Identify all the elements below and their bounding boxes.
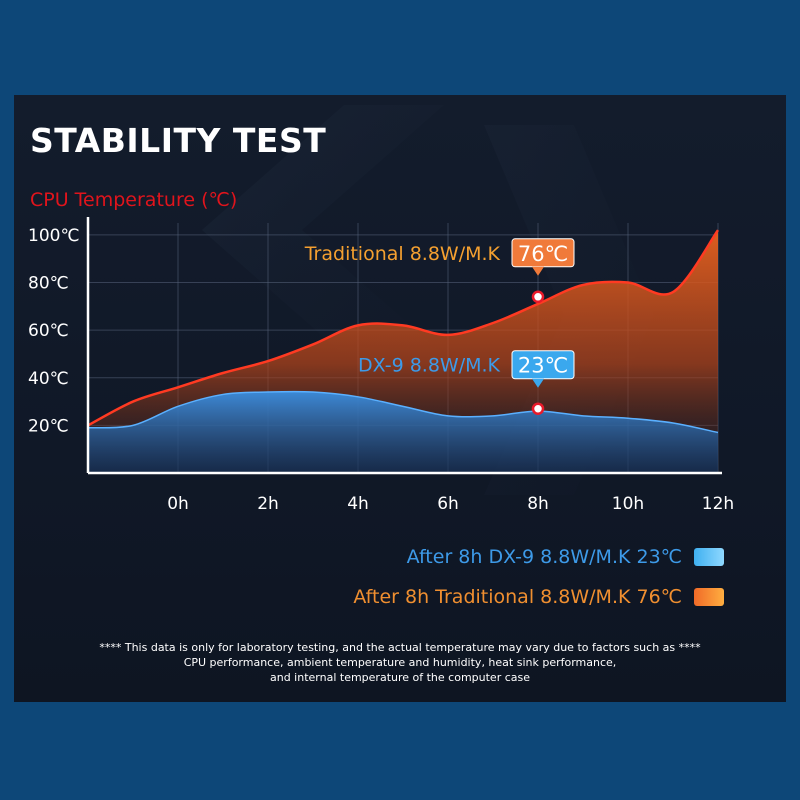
series-line-traditional [87, 229, 720, 427]
legend-item-traditional: After 8h Traditional 8.8W/M.K 76℃ [353, 586, 724, 608]
chart-title: STABILITY TEST [30, 121, 327, 160]
callout-pointer-traditional [532, 266, 544, 276]
decor-chevron-left [202, 105, 444, 355]
callout-pointer-dx9 [532, 378, 544, 388]
legend-swatch-traditional [694, 588, 724, 606]
x-tick-label: 4h [347, 494, 369, 514]
x-tick-label: 0h [167, 494, 189, 514]
callout-badge-text-dx9: 23℃ [518, 354, 568, 378]
disclaimer-line: **** This data is only for laboratory te… [99, 641, 701, 654]
disclaimer: **** This data is only for laboratory te… [74, 640, 726, 685]
y-tick-label: 80℃ [28, 274, 69, 294]
callout-badge-traditional [511, 238, 575, 268]
x-tick-label: 6h [437, 494, 459, 514]
y-axis-ticks: 100℃ 80℃ 60℃ 40℃ 20℃ [28, 226, 80, 436]
chart-axes [86, 217, 722, 475]
callout-badge-text-traditional: 76℃ [518, 242, 568, 266]
marker-traditional [531, 290, 545, 304]
x-tick-label: 8h [527, 494, 549, 514]
stability-test-panel: 100℃ 80℃ 60℃ 40℃ 20℃ 0h 2h 4h 6h 8h 10h 12h Tradit… [14, 95, 786, 702]
x-tick-label: 2h [257, 494, 279, 514]
legend-label-dx9: After 8h DX-9 8.8W/M.K 23℃ [406, 546, 682, 568]
legend-item-dx9: After 8h DX-9 8.8W/M.K 23℃ [407, 546, 724, 568]
disclaimer-line: and internal temperature of the computer… [269, 671, 530, 684]
x-tick-label: 12h [702, 494, 734, 514]
marker-dx9 [531, 402, 545, 415]
x-axis-ticks: 0h 2h 4h 6h 8h 10h 12h [167, 494, 734, 514]
y-tick-label: 100℃ [28, 226, 80, 246]
series-area-dx9 [88, 391, 718, 473]
series-line-dx9 [87, 390, 719, 434]
callout-label-traditional: Traditional 8.8W/M.K [304, 243, 501, 265]
legend-swatch-dx9 [694, 548, 724, 566]
y-tick-label: 60℃ [28, 321, 69, 341]
chart-areas [87, 229, 720, 473]
disclaimer-line: CPU performance, ambient temperature and… [183, 656, 617, 669]
y-axis-label: CPU Temperature (℃) [30, 189, 238, 211]
chart-callouts: Traditional 8.8W/M.K 76℃ DX-9 8.8W/M.K 23℃ [304, 238, 575, 415]
y-tick-label: 40℃ [28, 369, 69, 389]
callout-label-dx9: DX-9 8.8W/M.K [358, 355, 501, 377]
y-tick-label: 20℃ [28, 416, 69, 436]
legend-label-traditional: After 8h Traditional 8.8W/M.K 76℃ [353, 586, 682, 608]
temperature-chart: 100℃ 80℃ 60℃ 40℃ 20℃ 0h 2h 4h 6h 8h 10h 12h Tradit… [28, 105, 734, 514]
x-tick-label: 10h [612, 494, 644, 514]
